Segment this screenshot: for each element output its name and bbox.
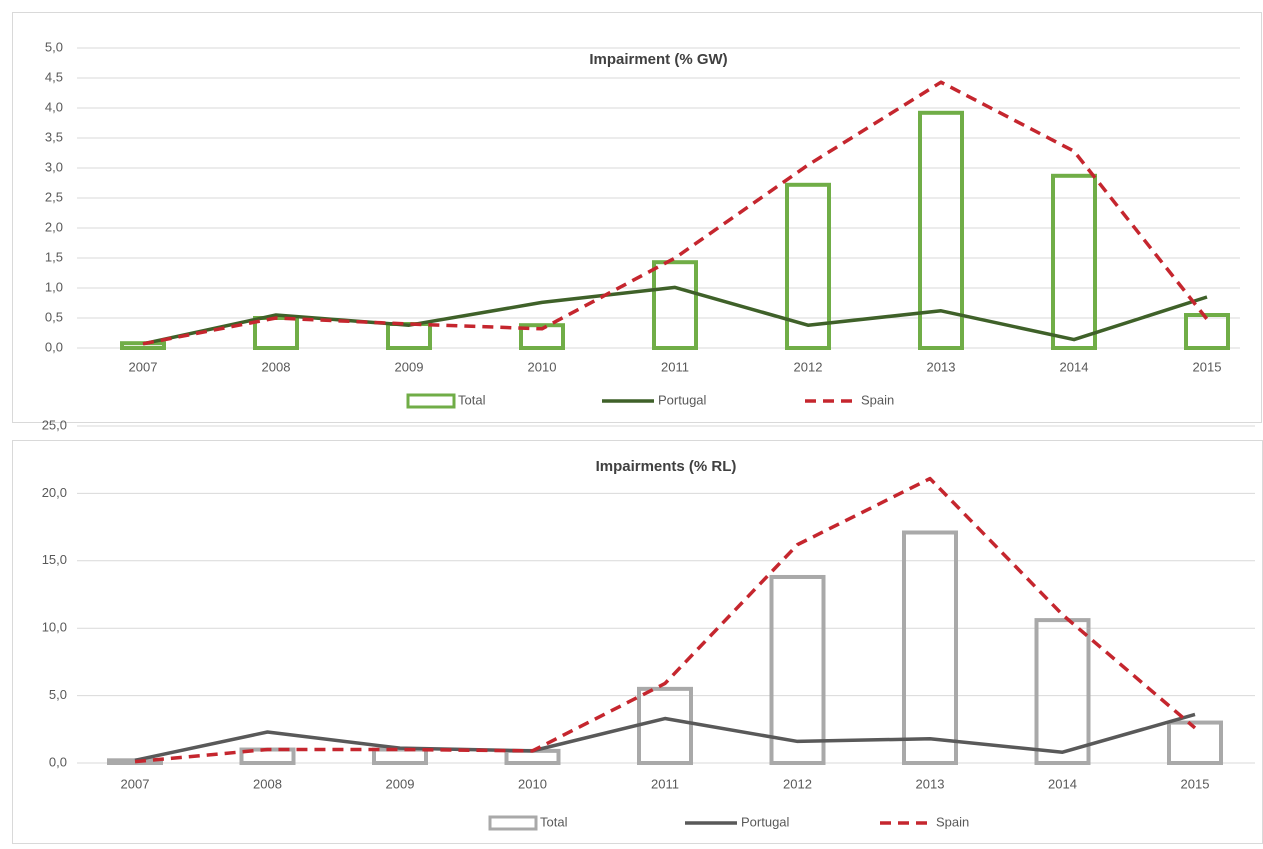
y-tick-label: 2,5 bbox=[45, 189, 63, 204]
y-tick-label: 15,0 bbox=[42, 552, 67, 567]
x-tick-label: 2014 bbox=[1048, 776, 1077, 791]
x-tick-label: 2009 bbox=[395, 359, 424, 374]
x-tick-label: 2015 bbox=[1181, 776, 1210, 791]
x-tick-label: 2014 bbox=[1060, 359, 1089, 374]
bar bbox=[1034, 618, 1091, 765]
chart: Impairments (% RL) 0,0 5,0 10,0 15,0 20,0 25,0… bbox=[42, 417, 1255, 831]
x-tick-label: 2013 bbox=[927, 359, 956, 374]
x-tick-label: 2010 bbox=[528, 359, 557, 374]
bar bbox=[1051, 173, 1097, 350]
legend-label: Total bbox=[458, 392, 486, 407]
x-tick-label: 2008 bbox=[253, 776, 282, 791]
legend-label: Spain bbox=[936, 814, 969, 829]
y-tick-label: 1,0 bbox=[45, 279, 63, 294]
legend-swatch bbox=[488, 815, 538, 831]
chart: Impairment (% GW) 0,0 0,5 1,0 1,5 2,0 2,5 3,0 3,… bbox=[45, 39, 1240, 409]
line-series bbox=[134, 476, 1197, 764]
legend-label: Spain bbox=[861, 392, 894, 407]
y-tick-label: 0,0 bbox=[45, 339, 63, 354]
y-tick-label: 0,0 bbox=[49, 754, 67, 769]
y-tick-label: 5,0 bbox=[45, 39, 63, 54]
x-tick-label: 2010 bbox=[518, 776, 547, 791]
x-tick-label: 2008 bbox=[262, 359, 291, 374]
y-tick-label: 25,0 bbox=[42, 417, 67, 432]
bar bbox=[785, 182, 831, 350]
legend-label: Portugal bbox=[658, 392, 707, 407]
legend-label: Total bbox=[540, 814, 568, 829]
x-tick-label: 2007 bbox=[121, 776, 150, 791]
legend-swatch bbox=[406, 393, 456, 409]
y-tick-label: 5,0 bbox=[49, 687, 67, 702]
y-tick-label: 10,0 bbox=[42, 620, 67, 635]
x-tick-label: 2012 bbox=[783, 776, 812, 791]
line-series bbox=[142, 285, 1208, 346]
bar bbox=[519, 323, 565, 351]
x-tick-label: 2011 bbox=[651, 776, 679, 791]
bar bbox=[769, 574, 826, 766]
y-tick-label: 4,0 bbox=[45, 99, 63, 114]
chart-title: Impairment (% GW) bbox=[589, 51, 727, 68]
y-tick-label: 2,0 bbox=[45, 219, 63, 234]
bar bbox=[918, 110, 964, 350]
y-tick-label: 1,5 bbox=[45, 249, 63, 264]
chart-frame bbox=[12, 440, 1263, 844]
x-tick-label: 2011 bbox=[661, 359, 689, 374]
x-tick-label: 2013 bbox=[916, 776, 945, 791]
x-tick-label: 2007 bbox=[129, 359, 158, 374]
y-tick-label: 0,5 bbox=[45, 309, 63, 324]
bar bbox=[902, 530, 958, 765]
line-series bbox=[134, 712, 1196, 763]
bar bbox=[1184, 313, 1230, 350]
y-tick-label: 3,0 bbox=[45, 159, 63, 174]
x-tick-label: 2009 bbox=[386, 776, 415, 791]
bar bbox=[652, 260, 698, 351]
bar bbox=[1167, 720, 1223, 765]
x-tick-label: 2012 bbox=[794, 359, 823, 374]
x-tick-label: 2015 bbox=[1193, 359, 1222, 374]
legend-label: Portugal bbox=[741, 814, 790, 829]
chart-title: Impairments (% RL) bbox=[596, 458, 737, 475]
y-tick-label: 3,5 bbox=[45, 129, 63, 144]
y-tick-label: 20,0 bbox=[42, 485, 67, 500]
y-tick-label: 4,5 bbox=[45, 69, 63, 84]
